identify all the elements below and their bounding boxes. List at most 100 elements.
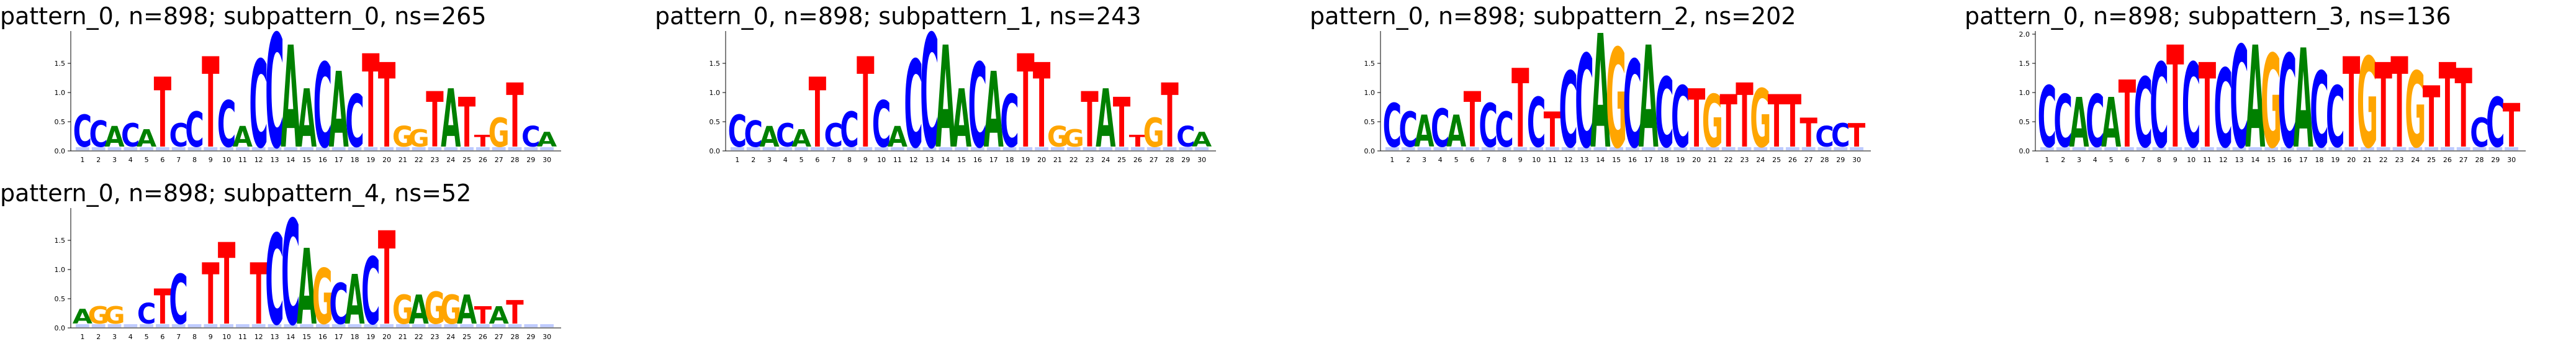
residual-letters	[778, 147, 793, 150]
logo-letter-c-pos-1: C	[1383, 91, 1402, 161]
residual-letters	[2184, 147, 2198, 150]
x-tick-label: 11	[238, 156, 247, 164]
residual-letters	[236, 147, 250, 150]
logo-letter-c-pos-16: C	[313, 39, 333, 174]
residual-letters	[858, 147, 873, 150]
residual-letters	[364, 324, 378, 327]
residual-letters	[220, 324, 233, 327]
x-tick-label: 12	[1564, 156, 1573, 164]
residual-letters	[2152, 147, 2166, 150]
x-tick-label: 17	[335, 333, 343, 341]
x-tick-label: 25	[462, 156, 471, 164]
x-tick-label: 30	[2507, 156, 2516, 164]
x-tick-label: 6	[160, 333, 164, 341]
logo-letter-a-pos-11: A	[888, 121, 908, 153]
logo-letter-t-pos-23: T	[426, 76, 443, 165]
residual-letters	[2104, 147, 2118, 150]
x-tick-label: 22	[2379, 156, 2388, 164]
residual-letters	[204, 324, 218, 327]
x-tick-label: 20	[1037, 156, 1046, 164]
logo-letter-c-pos-10: C	[1527, 83, 1546, 163]
logo-letter-a-pos-5: A	[2101, 83, 2121, 163]
logo-letter-t-pos-26: T	[1129, 132, 1147, 151]
residual-letters	[1401, 147, 1415, 150]
logo-letter-g-pos-21: G	[1702, 79, 1723, 164]
logo-letter-t-pos-11: T	[1544, 102, 1561, 158]
x-tick-label: 21	[1708, 156, 1717, 164]
x-tick-label: 28	[1166, 156, 1174, 164]
logo-letter-t-pos-11: T	[2199, 39, 2216, 174]
residual-letters	[1834, 147, 1848, 150]
residual-letters	[380, 147, 394, 150]
residual-letters	[1657, 147, 1672, 150]
x-tick-label: 25	[1117, 156, 1126, 164]
x-tick-label: 23	[2395, 156, 2404, 164]
logo-letter-a-pos-15: A	[297, 72, 317, 166]
logo-letter-c-pos-18: C	[1655, 58, 1674, 170]
residual-letters	[891, 147, 904, 150]
residual-letters	[1801, 147, 1816, 150]
logo-letter-c-pos-16: C	[968, 39, 988, 174]
logo-letter-t-pos-20: T	[378, 39, 395, 174]
logo-letter-g-pos-24: G	[440, 287, 461, 334]
logo-letter-c-pos-7: C	[2133, 58, 2153, 170]
residual-letters	[2120, 147, 2134, 150]
residual-letters	[2344, 147, 2358, 150]
residual-letters	[875, 147, 888, 150]
logo-letter-c-pos-28: C	[1815, 121, 1834, 153]
logo-letter-c-pos-4: C	[121, 118, 140, 155]
logo-letter-c-pos-10: C	[872, 87, 891, 162]
logo-letter-a-pos-5: A	[137, 125, 156, 152]
y-tick-label: 0.0	[55, 147, 66, 155]
logo-letter-a-pos-11: A	[233, 121, 253, 153]
residual-letters	[2232, 147, 2246, 150]
panel-title: pattern_0, n=898; subpattern_4, ns=52	[0, 179, 472, 207]
logo-letter-c-pos-2: C	[744, 113, 763, 155]
x-tick-label: 16	[318, 156, 327, 164]
y-tick-label: 1.0	[2019, 89, 2030, 97]
x-tick-label: 5	[145, 156, 149, 164]
x-tick-label: 4	[128, 156, 133, 164]
x-tick-label: 18	[1660, 156, 1669, 164]
residual-letters	[1561, 147, 1575, 150]
logo-letter-c-pos-2: C	[89, 113, 108, 155]
residual-letters	[731, 147, 744, 150]
logo-letter-a-pos-22: A	[409, 287, 429, 334]
x-tick-label: 9	[2173, 156, 2177, 164]
logo-letter-g-pos-27: G	[489, 110, 510, 157]
x-tick-label: 4	[1438, 156, 1443, 164]
residual-letters	[364, 147, 378, 150]
x-tick-label: 2	[751, 156, 755, 164]
x-tick-label: 15	[302, 156, 311, 164]
x-tick-label: 30	[1197, 156, 1206, 164]
y-tick-label: 1.5	[709, 60, 721, 68]
residual-letters	[348, 147, 362, 150]
y-tick-label: 1.0	[55, 89, 66, 97]
x-tick-label: 14	[286, 156, 295, 164]
logo-letter-t-pos-20: T	[1033, 39, 1050, 174]
logo-letter-g-pos-2: G	[88, 302, 109, 329]
x-tick-label: 18	[1006, 156, 1014, 164]
logo-letter-g-pos-24: G	[2405, 50, 2426, 171]
logo-letter-t-pos-19: T	[362, 29, 379, 177]
logo-letter-t-pos-6: T	[2119, 61, 2136, 168]
x-tick-label: 20	[2347, 156, 2356, 164]
residual-letters	[1481, 147, 1495, 150]
x-tick-label: 15	[2267, 156, 2276, 164]
residual-letters	[1115, 147, 1128, 150]
x-tick-label: 9	[863, 156, 868, 164]
logo-letter-c-pos-7: C	[1479, 91, 1498, 161]
x-tick-label: 7	[176, 333, 181, 341]
logo-letter-c-pos-7: C	[169, 118, 188, 155]
logo-letter-a-pos-5: A	[791, 125, 811, 152]
x-tick-label: 1	[80, 333, 84, 341]
residual-letters	[412, 324, 426, 327]
logo-letter-t-pos-28: T	[506, 65, 523, 168]
logo-letter-c-pos-10: C	[217, 87, 236, 162]
x-tick-label: 7	[2141, 156, 2145, 164]
residual-letters	[156, 147, 169, 150]
logo-letter-t-pos-19: T	[1017, 29, 1034, 177]
residual-letters	[460, 324, 474, 327]
